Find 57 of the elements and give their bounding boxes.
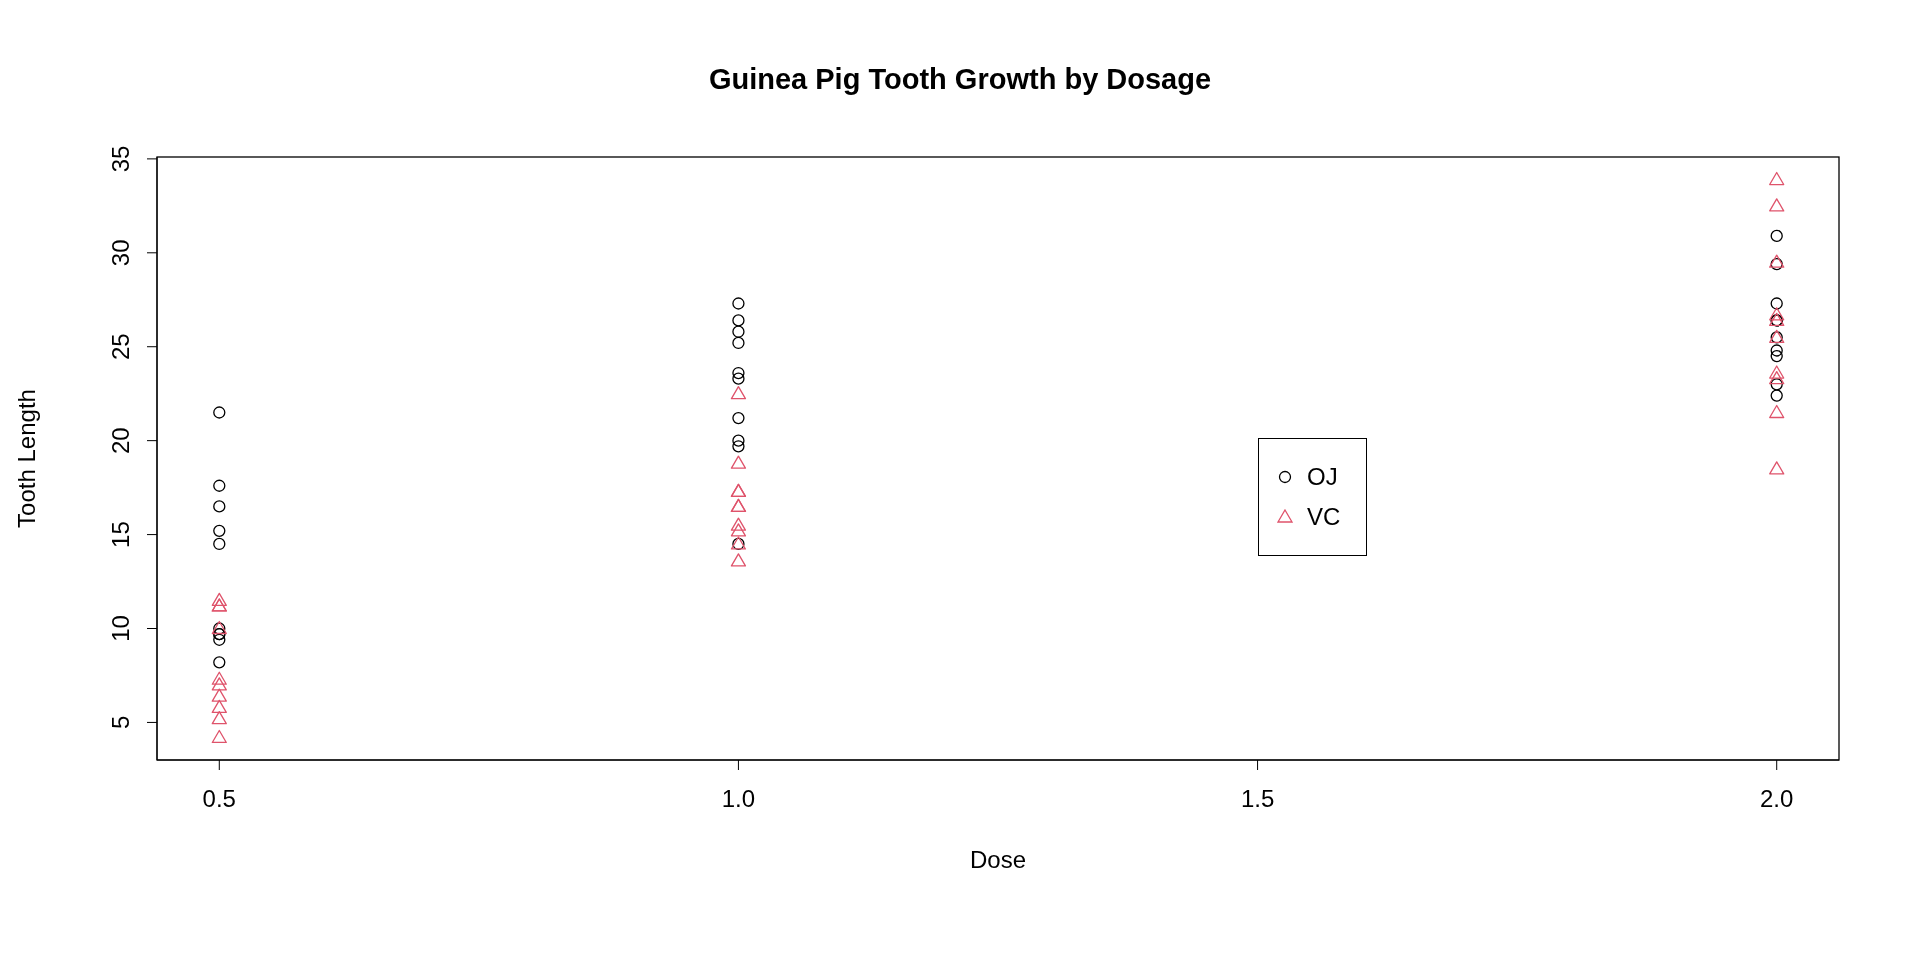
point [211,677,227,691]
x-tick-label: 1.0 [721,785,756,813]
point [1769,371,1785,385]
point [732,336,745,350]
point [730,386,747,400]
point [1770,229,1783,243]
point [1770,378,1783,391]
point [213,537,226,551]
y-tick-label: 35 [107,145,134,173]
point [1770,344,1783,357]
point [1769,404,1785,419]
point [1769,461,1785,475]
point [730,553,747,567]
chart-title: Guinea Pig Tooth Growth by Dosage [707,63,1213,96]
point [1770,297,1783,310]
point [213,656,226,669]
point [213,406,226,419]
point [730,517,747,531]
y-tick-label: 30 [107,239,134,267]
point [1769,307,1785,321]
x-tick-label: 1.5 [1240,785,1275,813]
y-tick-label: 20 [107,427,134,455]
point [730,455,747,469]
point [211,688,227,702]
point [1769,171,1785,186]
point [730,523,747,537]
point [732,372,745,385]
point [211,671,227,685]
point [1769,365,1785,379]
point [211,592,227,606]
legend-label: VC [1307,502,1341,532]
point [211,711,227,725]
y-tick-label: 25 [107,333,134,361]
point [732,297,745,310]
x-axis-title: Dose [969,846,1027,873]
y-axis-title: Tooth Length [12,389,40,528]
point [732,325,745,338]
y-tick-label: 15 [107,521,134,548]
point [732,440,745,453]
legend-label: OJ [1307,462,1338,492]
point [1770,349,1783,363]
x-tick-label: 0.5 [202,785,236,813]
point [1769,198,1785,212]
point [211,699,227,714]
point [213,524,226,537]
y-tick-label: 5 [107,715,134,730]
point [213,500,226,513]
point [732,434,745,447]
y-tick-label: 10 [107,615,134,642]
x-tick-label: 2.0 [1760,785,1794,813]
point [732,366,745,380]
point [211,729,227,744]
point [213,479,226,492]
point [732,411,745,425]
point [1770,389,1783,402]
point [213,633,226,646]
point [732,314,745,327]
